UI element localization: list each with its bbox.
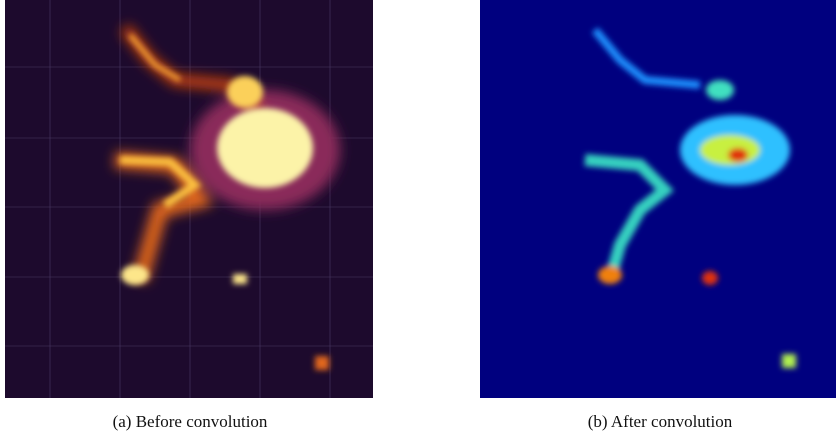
- caption: (a) Before convolution: [0, 412, 380, 432]
- before-image: [5, 0, 373, 398]
- caption: (b) After convolution: [470, 412, 836, 432]
- figure-images: [0, 0, 836, 400]
- figure: (a) Before convolution (b) After convolu…: [0, 0, 836, 440]
- after-image: [480, 0, 836, 398]
